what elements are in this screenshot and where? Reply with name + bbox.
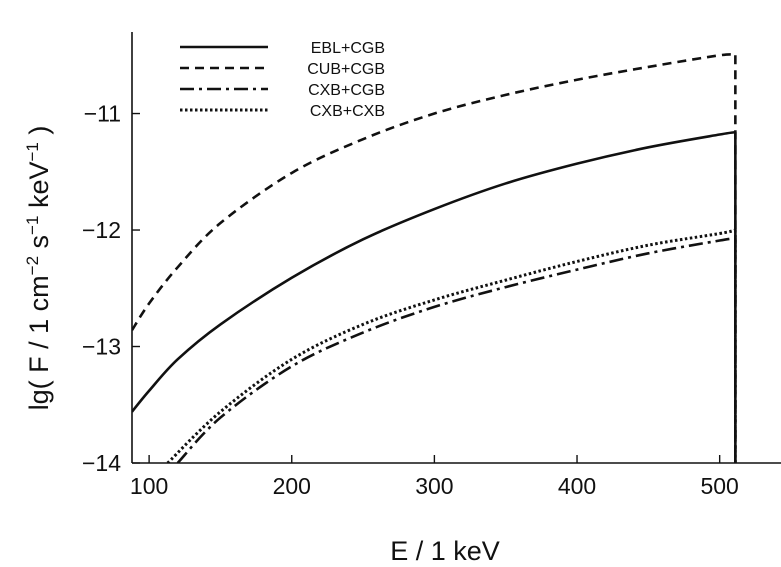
y-axis-title-suffix: ) — [24, 126, 54, 143]
legend-label: CXB+CXB — [310, 103, 385, 120]
legend-label: CUB+CGB — [307, 61, 385, 78]
y-axis-title-mid: s — [24, 235, 54, 256]
x-tick-label: 500 — [700, 473, 738, 499]
x-tick-label: 400 — [558, 473, 596, 499]
legend: EBL+CGB CUB+CGB CXB+CGB CXB+CXB — [180, 40, 385, 120]
y-tick-label: −11 — [84, 101, 121, 127]
x-tick-label: 300 — [415, 473, 453, 499]
axes: 100 200 300 400 500 −14 −13 −12 −11 — [82, 32, 781, 499]
y-axis-title-prefix: lg( F / 1 cm — [24, 275, 54, 410]
x-tick-label: 200 — [273, 473, 311, 499]
y-axis-title-exp2: −1 — [23, 216, 42, 235]
legend-label: CXB+CGB — [308, 82, 385, 99]
legend-label: EBL+CGB — [311, 40, 385, 57]
y-tick-label: −13 — [82, 334, 121, 360]
series-line-ebl-cgb — [132, 130, 736, 413]
y-axis-title-exp3: −1 — [23, 142, 42, 161]
y-tick-label: −12 — [82, 217, 121, 243]
x-tick-label: 100 — [130, 473, 168, 499]
series-line-cxb-cxb — [166, 228, 736, 463]
y-tick-label: −14 — [82, 450, 121, 476]
y-axis-title-exp1: −2 — [23, 256, 42, 275]
x-axis-title: E / 1 keV — [390, 536, 500, 566]
series-line-cub-cgb — [132, 53, 736, 331]
y-axis-title: lg( F / 1 cm−2 s−1 keV−1 ) — [23, 126, 54, 411]
y-axis-title-mid2: keV — [24, 162, 54, 216]
plot-area — [132, 53, 737, 463]
series-line-cxb-cgb — [176, 236, 736, 463]
